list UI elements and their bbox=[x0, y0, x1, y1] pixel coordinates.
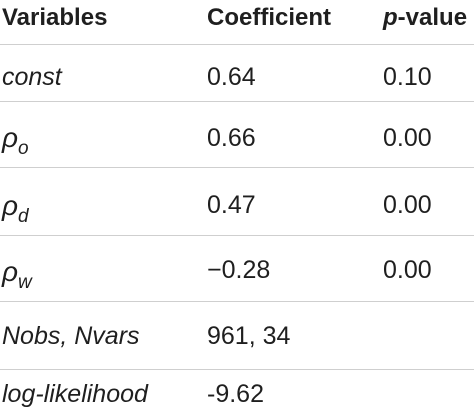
pvalue-cell: 0.00 bbox=[383, 256, 432, 284]
table-row: ρo 0.66 0.00 bbox=[0, 102, 474, 168]
table-row: ρd 0.47 0.00 bbox=[0, 168, 474, 236]
coefficient-cell: 0.66 bbox=[207, 124, 256, 152]
coefficient-cell: −0.28 bbox=[207, 256, 271, 284]
header-variables: Variables bbox=[2, 4, 108, 31]
variable-cell: ρo bbox=[2, 122, 29, 159]
table-row: ρw −0.28 0.00 bbox=[0, 236, 474, 302]
variable-subscript: o bbox=[18, 138, 29, 159]
variable-symbol: ρ bbox=[2, 190, 19, 221]
variable-cell: log-likelihood bbox=[2, 380, 148, 408]
variable-cell: ρd bbox=[2, 190, 29, 227]
variable-cell: const bbox=[2, 63, 62, 91]
variable-subscript: w bbox=[18, 272, 32, 293]
pvalue-cell: 0.10 bbox=[383, 63, 432, 91]
header-pvalue-rest: -value bbox=[397, 4, 468, 31]
header-pvalue: p-value bbox=[383, 6, 467, 30]
variable-cell: ρw bbox=[2, 256, 32, 293]
table-row: const 0.64 0.10 bbox=[0, 45, 474, 102]
coefficient-cell: 961, 34 bbox=[207, 322, 291, 350]
table-row: Nobs, Nvars 961, 34 bbox=[0, 302, 474, 370]
coefficient-cell: -9.62 bbox=[207, 380, 264, 408]
header-coefficient: Coefficient bbox=[207, 4, 332, 31]
variable-subscript: d bbox=[18, 206, 29, 227]
table-row: log-likelihood -9.62 bbox=[0, 370, 474, 411]
header-pvalue-p: p bbox=[383, 4, 398, 31]
coefficient-cell: 0.64 bbox=[207, 63, 256, 91]
variable-symbol: ρ bbox=[2, 256, 19, 287]
table-header-row: Variables Coefficient p-value bbox=[0, 0, 474, 45]
pvalue-cell: 0.00 bbox=[383, 191, 432, 219]
pvalue-cell: 0.00 bbox=[383, 124, 432, 152]
coefficient-cell: 0.47 bbox=[207, 191, 256, 219]
variable-symbol: ρ bbox=[2, 122, 19, 153]
variable-cell: Nobs, Nvars bbox=[2, 322, 140, 350]
